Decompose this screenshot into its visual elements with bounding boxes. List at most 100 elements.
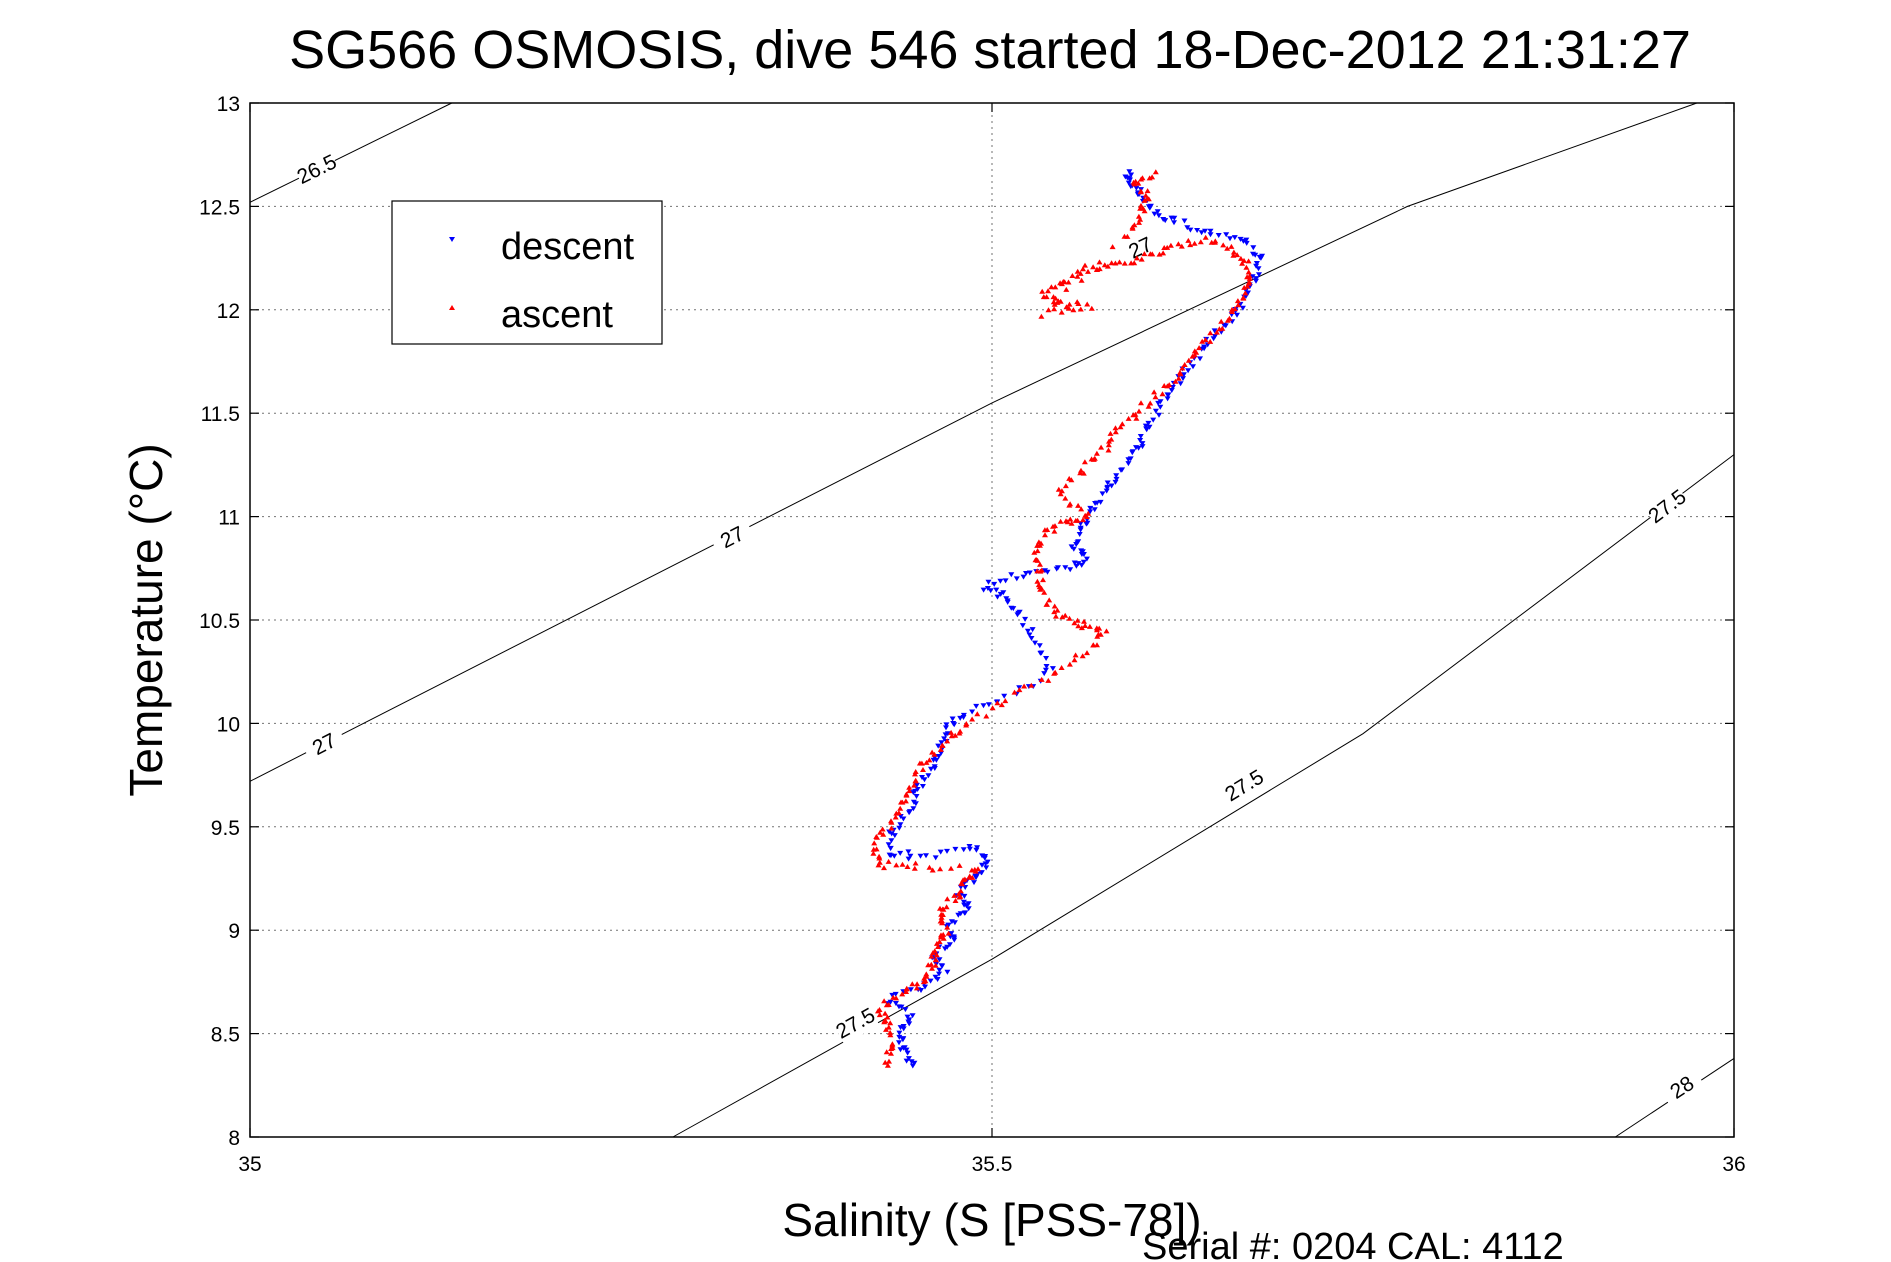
descent-point bbox=[944, 969, 951, 975]
ascent-point bbox=[940, 906, 947, 912]
descent-point bbox=[1231, 235, 1238, 241]
descent-point bbox=[1212, 334, 1218, 339]
ascent-point bbox=[1044, 527, 1051, 532]
descent-point bbox=[987, 588, 994, 594]
isopycnal-line bbox=[249, 102, 1698, 782]
descent-point bbox=[1076, 532, 1083, 537]
descent-point bbox=[897, 1047, 904, 1053]
descent-point bbox=[945, 922, 952, 928]
ascent-point bbox=[951, 892, 958, 898]
ascent-point bbox=[911, 865, 918, 871]
x-tick-label: 35.5 bbox=[972, 1153, 1013, 1176]
ascent-point bbox=[876, 859, 883, 865]
ascent-point bbox=[932, 956, 939, 962]
ascent-point bbox=[1035, 539, 1042, 545]
ascent-point bbox=[1052, 284, 1059, 290]
ascent-point bbox=[870, 850, 877, 856]
y-tick-label: 12 bbox=[217, 300, 240, 323]
ascent-point bbox=[948, 865, 954, 871]
ascent-point bbox=[1202, 234, 1209, 240]
ascent-point bbox=[1142, 192, 1149, 198]
descent-point bbox=[1151, 211, 1158, 217]
ascent-point bbox=[1108, 436, 1115, 442]
ascent-point bbox=[1083, 514, 1090, 520]
descent-point bbox=[1049, 666, 1056, 672]
descent-point bbox=[1156, 412, 1162, 418]
descent-point bbox=[1256, 254, 1263, 260]
ascent-point bbox=[1230, 249, 1237, 255]
descent-point bbox=[1019, 623, 1026, 629]
descent-point bbox=[965, 901, 972, 907]
descent-point bbox=[1184, 225, 1191, 231]
ascent-point bbox=[1093, 450, 1100, 456]
ascent-point bbox=[1052, 295, 1059, 301]
ascent-point bbox=[1045, 677, 1052, 683]
ascent-point bbox=[1081, 459, 1088, 465]
descent-point bbox=[957, 911, 964, 917]
ascent-point bbox=[871, 840, 878, 846]
ascent-point bbox=[899, 799, 906, 805]
descent-point bbox=[938, 750, 945, 756]
ascent-point bbox=[1105, 442, 1112, 448]
ascent-point bbox=[1243, 264, 1250, 270]
descent-point bbox=[906, 810, 913, 816]
legend: descent ascent bbox=[391, 200, 663, 345]
ascent-point bbox=[1057, 298, 1064, 304]
descent-point bbox=[901, 1045, 908, 1051]
ascent-point bbox=[880, 831, 887, 837]
ascent-point bbox=[1054, 299, 1061, 305]
ascent-point bbox=[1090, 264, 1097, 270]
descent-point bbox=[1181, 218, 1188, 224]
ascent-point bbox=[892, 814, 899, 820]
ascent-point bbox=[903, 985, 910, 991]
descent-point bbox=[927, 978, 934, 984]
ascent-point bbox=[875, 862, 882, 868]
ascent-point bbox=[1141, 208, 1148, 214]
ascent-point bbox=[1088, 305, 1095, 311]
isopycnal-line bbox=[249, 102, 453, 203]
descent-point bbox=[1029, 627, 1036, 633]
y-tick-label: 9.5 bbox=[211, 817, 240, 840]
ascent-point bbox=[926, 864, 933, 870]
ascent-point bbox=[1038, 585, 1045, 591]
ascent-point bbox=[1051, 609, 1058, 615]
ascent-point bbox=[928, 953, 935, 959]
ascent-point bbox=[895, 810, 902, 816]
ascent-point bbox=[1070, 307, 1077, 313]
descent-point bbox=[973, 847, 980, 853]
y-tick-label: 10.5 bbox=[199, 610, 240, 633]
ascent-point bbox=[926, 757, 933, 763]
ascent-point bbox=[1074, 617, 1081, 623]
ascent-point bbox=[1080, 266, 1086, 272]
ascent-point bbox=[939, 742, 946, 748]
ascent-point bbox=[1066, 661, 1073, 667]
ascent-point bbox=[1074, 299, 1081, 305]
ascent-point bbox=[877, 829, 884, 835]
ascent-point bbox=[1058, 488, 1065, 494]
ascent-point bbox=[1093, 266, 1100, 272]
descent-point bbox=[922, 984, 928, 990]
descent-point bbox=[1068, 544, 1075, 550]
ascent-point bbox=[893, 862, 900, 868]
descent-point bbox=[1256, 272, 1262, 278]
descent-point bbox=[909, 1063, 916, 1069]
descent-point bbox=[938, 963, 945, 969]
descent-point bbox=[900, 816, 907, 822]
ascent-point bbox=[1160, 250, 1167, 256]
ascent-point bbox=[940, 931, 947, 937]
descent-point bbox=[1207, 228, 1214, 234]
ascent-point bbox=[1135, 180, 1142, 186]
x-tick-label: 35 bbox=[238, 1153, 261, 1176]
descent-point bbox=[943, 725, 949, 731]
descent-point bbox=[932, 855, 939, 861]
ascent-point bbox=[1062, 612, 1069, 618]
ascent-point bbox=[1125, 415, 1132, 421]
ascent-point bbox=[938, 914, 945, 920]
ascent-point bbox=[1136, 408, 1142, 414]
ascent-point bbox=[912, 860, 919, 866]
descent-point bbox=[938, 740, 945, 746]
ascent-point bbox=[1067, 516, 1074, 522]
x-axis-label: Salinity (S [PSS-78]) bbox=[782, 1194, 1201, 1246]
ascent-point bbox=[1058, 309, 1065, 315]
ascent-point bbox=[1112, 425, 1119, 431]
